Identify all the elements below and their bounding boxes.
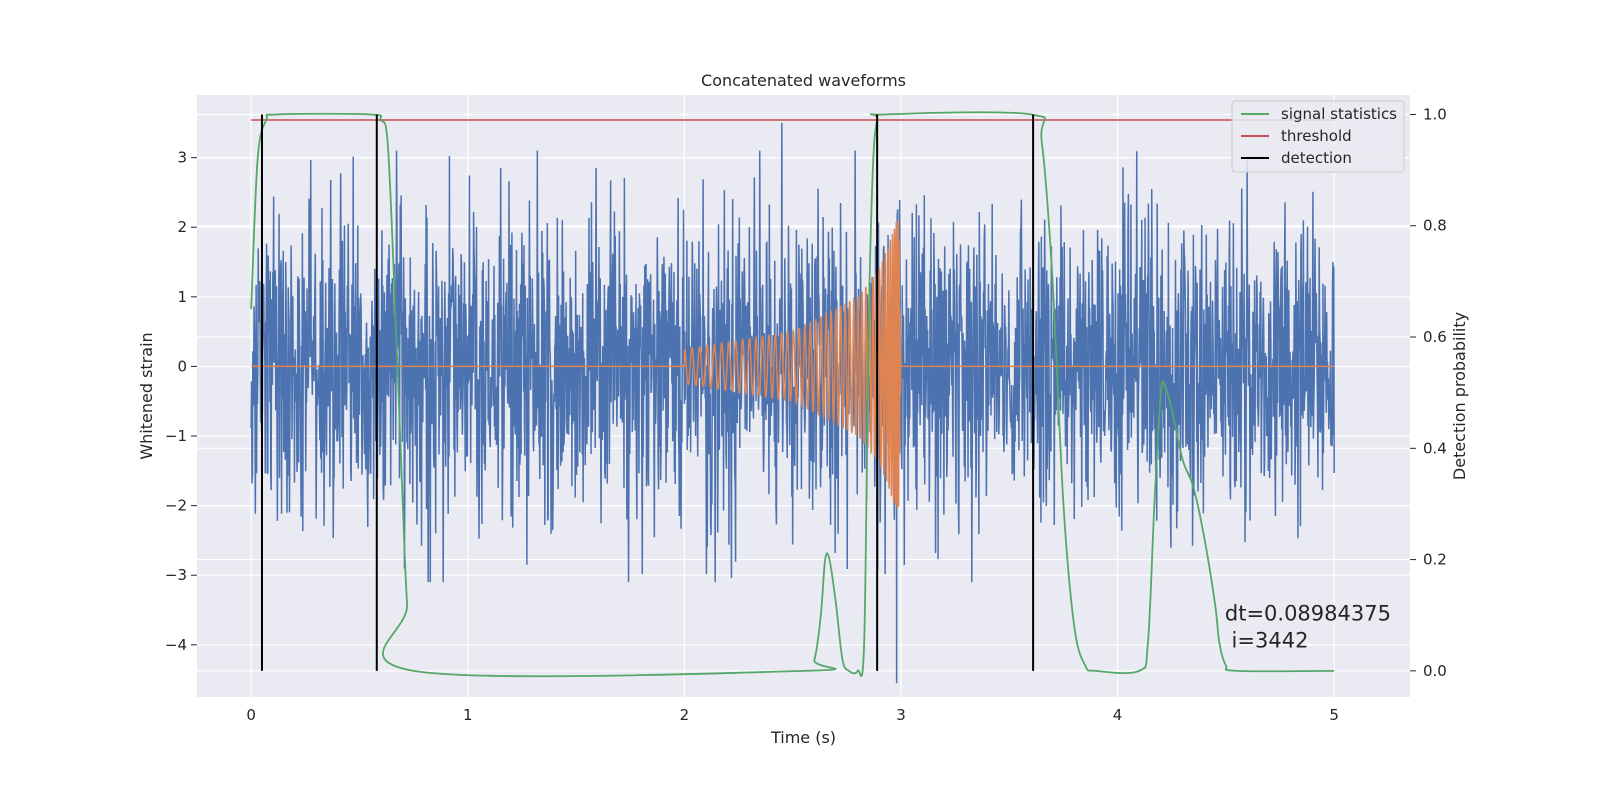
x-tick-label: 1 xyxy=(463,706,473,724)
chart-title: Concatenated waveforms xyxy=(701,71,906,90)
legend-label: threshold xyxy=(1281,127,1352,145)
x-tick-label: 5 xyxy=(1329,706,1339,724)
y-tick-label: −3 xyxy=(165,566,187,584)
annotation-i: i=3442 xyxy=(1225,628,1309,652)
x-tick-label: 3 xyxy=(896,706,906,724)
y-tick-label: −1 xyxy=(165,427,187,445)
legend-box xyxy=(1231,100,1405,173)
y-axis-label: Whitened strain xyxy=(137,332,156,459)
y2-tick-label: 0.4 xyxy=(1423,439,1447,457)
y2-axis-label: Detection probability xyxy=(1450,312,1469,480)
y2-tick-label: 0.8 xyxy=(1423,217,1447,235)
noise-series-line xyxy=(250,122,1335,684)
y-tick-label: 3 xyxy=(177,149,187,167)
legend: signal statistics threshold detection xyxy=(1231,100,1405,173)
y2-tick-label: 0.6 xyxy=(1423,328,1447,346)
signal-statistics-line xyxy=(250,111,1335,678)
right-axis-ticks: 0.0 0.2 0.4 0.6 0.8 1.0 xyxy=(1410,105,1447,680)
series-layer xyxy=(250,111,1335,684)
y2-tick-label: 1.0 xyxy=(1423,105,1447,123)
x-tick-label: 4 xyxy=(1113,706,1123,724)
y-tick-label: 0 xyxy=(177,357,187,375)
x-axis-label: Time (s) xyxy=(770,728,836,747)
y-tick-label: −2 xyxy=(165,497,187,515)
y-tick-label: 1 xyxy=(177,288,187,306)
legend-label: detection xyxy=(1281,149,1352,167)
template-series-line xyxy=(251,220,1335,508)
x-tick-label: 2 xyxy=(680,706,690,724)
bottom-axis-ticks: 0 1 2 3 4 5 xyxy=(246,706,1339,724)
y-tick-label: 2 xyxy=(177,218,187,236)
y2-tick-label: 0.2 xyxy=(1423,551,1447,569)
x-tick-label: 0 xyxy=(246,706,256,724)
legend-label: signal statistics xyxy=(1281,105,1397,123)
plot-content xyxy=(250,111,1335,684)
left-axis-ticks: −4 −3 −2 −1 0 1 2 3 xyxy=(165,149,197,654)
y2-tick-label: 0.0 xyxy=(1423,662,1447,680)
y-tick-label: −4 xyxy=(165,636,187,654)
annotation-dt: dt=0.08984375 xyxy=(1225,601,1391,625)
